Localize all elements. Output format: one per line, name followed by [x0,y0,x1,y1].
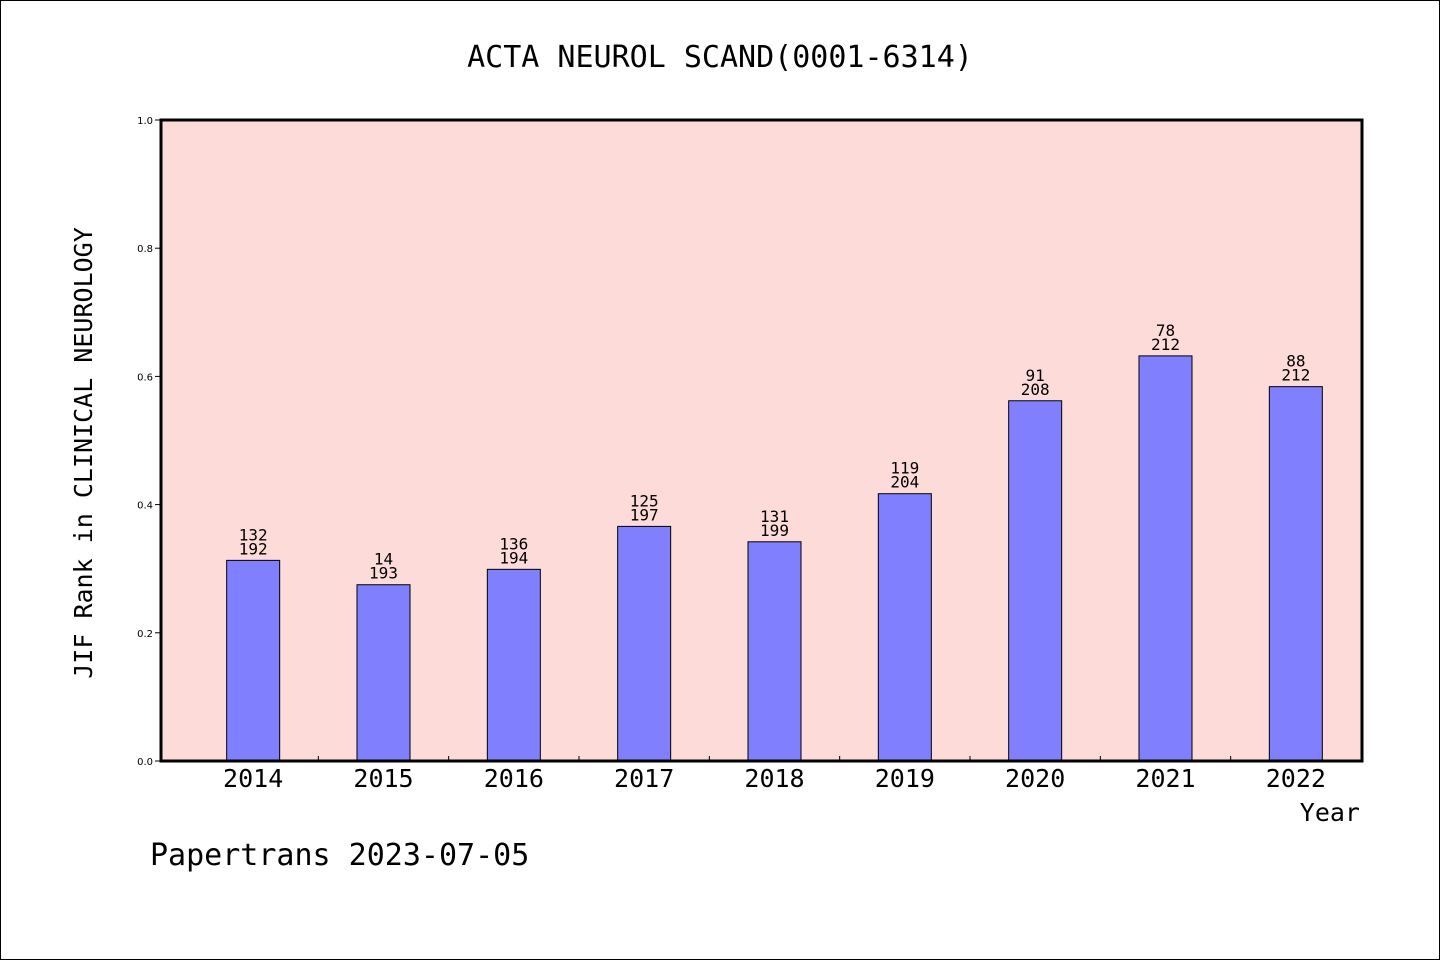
data-label-total: 212 [1151,335,1180,354]
data-label-total: 193 [369,564,398,583]
y-tick-label: 0.2 [137,629,153,640]
data-label-rank: 14 [374,550,393,569]
data-label-total: 208 [1021,380,1050,399]
bar-2017 [617,525,672,762]
x-tick-label: 2018 [744,764,804,793]
y-tick-label: 0.0 [137,757,153,768]
x-tick-label: 2022 [1266,764,1326,793]
data-label-rank: 132 [239,525,268,544]
bar-2015 [356,584,411,762]
data-label-rank: 91 [1026,366,1045,385]
bar-2018 [747,541,802,762]
data-label-rank: 136 [499,534,528,553]
data-label-total: 204 [890,473,919,492]
data-label-rank: 78 [1156,321,1175,340]
data-label-total: 199 [760,521,789,540]
y-axis-label: JIF Rank in CLINICAL NEUROLOGY [69,227,98,679]
x-tick-label: 2015 [353,764,413,793]
y-tick-label: 0.4 [137,501,153,512]
data-label-rank: 119 [890,459,919,478]
plot-frame [159,118,1364,763]
x-tick-label: 2016 [484,764,544,793]
bar-2020 [1008,400,1063,762]
x-tick-label: 2020 [1005,764,1065,793]
bar-2021 [1138,355,1193,762]
x-tick-label: 2017 [614,764,674,793]
bar-2014 [226,559,281,762]
chart-title: ACTA NEUROL SCAND(0001-6314) [467,40,973,75]
y-axis-ticks: 0.0 0.2 0.4 0.6 0.8 1.0 [137,116,161,768]
y-tick-label: 1.0 [137,116,153,127]
bar-2022 [1268,386,1323,762]
y-tick-label: 0.6 [137,372,153,383]
x-tick-label: 2014 [223,764,283,793]
y-tick-label: 0.8 [137,244,153,255]
x-tick-label: 2021 [1135,764,1195,793]
watermark: Papertrans 2023-07-05 [150,838,529,873]
data-label-total: 192 [239,539,268,558]
data-label-total: 212 [1281,366,1310,385]
bars [226,355,1323,762]
x-axis-label: Year [1300,798,1360,827]
bar-2016 [486,568,541,762]
data-label-rank: 88 [1286,352,1305,371]
data-label-total: 197 [630,505,659,524]
x-tick-label: 2019 [875,764,935,793]
data-label-total: 194 [499,548,528,567]
data-label-rank: 125 [630,491,659,510]
data-label-rank: 131 [760,507,789,526]
bar-2019 [877,493,932,762]
x-axis-ticks: 2014 2015 2016 2017 2018 2019 2020 2021 2022 [223,756,1326,793]
